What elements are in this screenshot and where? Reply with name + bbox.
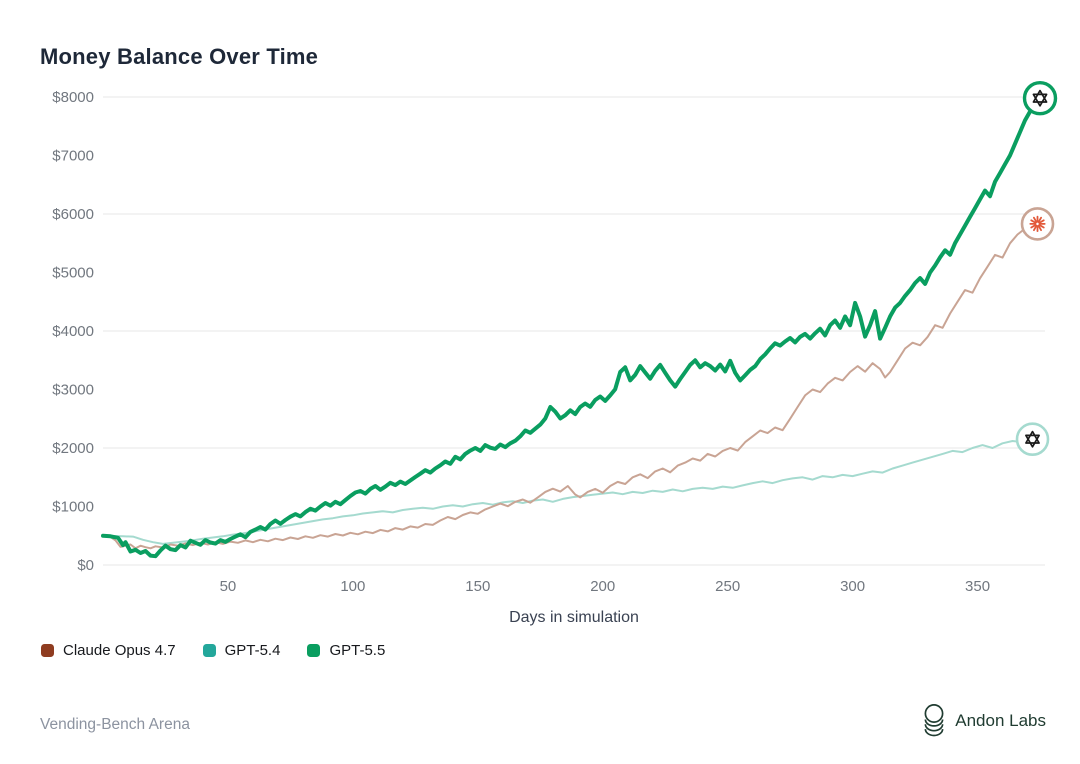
x-tick-label: 50: [220, 578, 237, 595]
x-tick-label: 300: [840, 578, 865, 595]
legend-label: Claude Opus 4.7: [63, 642, 176, 659]
openai-logo-icon: [1025, 434, 1040, 448]
anthropic-logo-icon: [1037, 224, 1042, 232]
endpoint-marker-claude-opus-4.7: [1020, 207, 1055, 241]
y-tick-label: $7000: [52, 148, 94, 165]
marker-ring: [1020, 207, 1055, 241]
endpoint-marker-gpt-5.5: [1022, 80, 1058, 116]
anthropic-logo-icon: [1038, 219, 1045, 224]
legend-swatch: [307, 644, 321, 657]
series-line-gpt-5.4: [102, 438, 1034, 545]
legend-item: GPT-5.4: [202, 642, 281, 659]
y-tick-label: $5000: [52, 265, 94, 282]
brand-lockup: Andon Labs: [921, 703, 1046, 739]
x-axis-label: Days in simulation: [509, 609, 639, 626]
brand-name: Andon Labs: [955, 711, 1046, 730]
legend-item: Claude Opus 4.7: [41, 642, 176, 659]
anthropic-logo-icon: [1038, 224, 1045, 229]
legend-swatch: [41, 644, 54, 657]
marker-ring: [1015, 422, 1050, 457]
legend-label: GPT-5.4: [224, 642, 281, 659]
openai-logo-icon: [1032, 89, 1048, 103]
y-tick-label: $1000: [52, 499, 94, 516]
anthropic-logo-icon: [1030, 219, 1037, 224]
endpoint-marker-gpt-5.4: [1015, 422, 1050, 457]
y-tick-label: $6000: [52, 206, 94, 223]
x-tick-label: 250: [715, 578, 740, 595]
series-line-gpt-5.5: [101, 96, 1042, 559]
anthropic-logo-icon: [1033, 216, 1038, 223]
legend-label: GPT-5.5: [329, 642, 386, 659]
y-tick-label: $3000: [52, 382, 94, 399]
arena-caption: Vending-Bench Arena: [40, 716, 190, 733]
andon-labs-logo-icon: [921, 703, 947, 739]
y-tick-label: $0: [77, 557, 94, 574]
legend-item: GPT-5.5: [307, 642, 385, 659]
x-tick-label: 100: [340, 578, 365, 595]
y-tick-label: $2000: [52, 440, 94, 457]
chart-canvas: $0 $1000 $2000 $3000 $4000 $5000 $6000 $7000 $80…: [52, 80, 1058, 626]
x-tick-label: 150: [465, 578, 490, 595]
chart-legend: Claude Opus 4.7 GPT-5.4 GPT-5.5: [41, 642, 385, 659]
anthropic-logo-icon: [1030, 224, 1037, 229]
marker-ring: [1022, 80, 1058, 116]
openai-logo-icon: [1025, 430, 1040, 444]
legend-swatch: [202, 644, 216, 657]
anthropic-logo-icon: [1037, 216, 1042, 223]
page-title: Money Balance Over Time: [40, 44, 319, 69]
y-tick-label: $8000: [52, 89, 94, 106]
y-tick-label: $4000: [52, 323, 94, 340]
series-line-claude-opus-4.7: [102, 222, 1039, 550]
anthropic-logo-icon: [1033, 224, 1038, 232]
x-tick-label: 350: [965, 578, 990, 595]
openai-logo-icon: [1032, 93, 1048, 107]
x-tick-label: 200: [590, 578, 615, 595]
money-balance-chart: $0 $1000 $2000 $3000 $4000 $5000 $6000 $7000 $80…: [52, 80, 1058, 626]
